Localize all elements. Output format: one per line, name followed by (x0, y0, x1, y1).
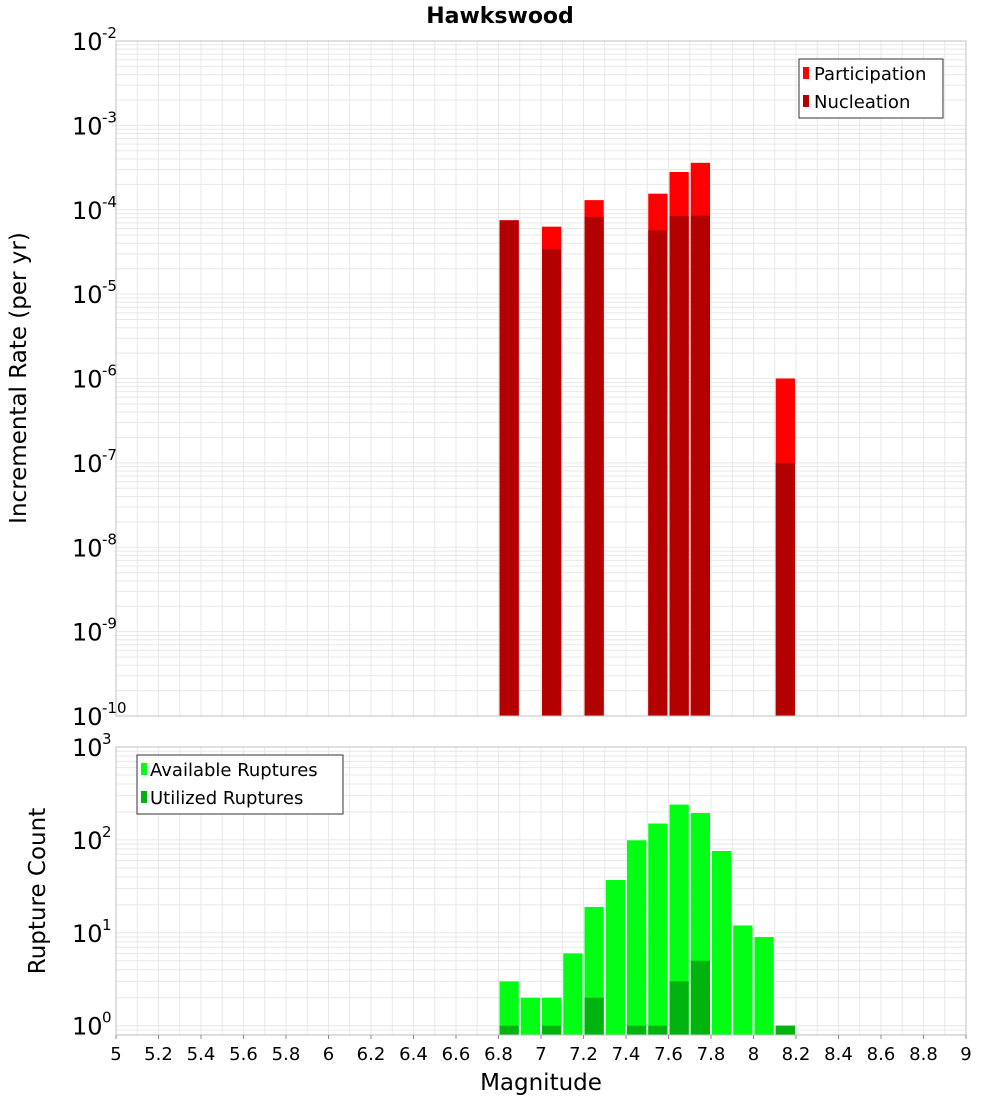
top-y-tick-exponent: -5 (102, 277, 117, 295)
bar-utilized (627, 1025, 647, 1035)
bar-available (733, 925, 753, 1035)
x-tick-label: 8 (748, 1044, 759, 1065)
x-tick-label: 5 (110, 1044, 121, 1065)
bar-available (648, 823, 668, 1035)
top-y-tick-label: 10 (72, 619, 103, 647)
top-y-tick-label: 10 (72, 197, 103, 225)
bar-utilized (584, 997, 604, 1035)
bottom-bars (499, 804, 795, 1035)
bottom-y-tick-exponent: 2 (102, 823, 112, 841)
legend-swatch-utilized (141, 791, 147, 803)
legend-swatch-participation (803, 67, 809, 79)
x-tick-label: 7.4 (612, 1044, 641, 1065)
top-y-tick-label: 10 (72, 366, 103, 394)
top-plot-frame (115, 40, 967, 717)
top-y-tick-exponent: -7 (102, 446, 117, 464)
x-axis-label: Magnitude (480, 1070, 602, 1096)
top-y-tick-label: 10 (72, 28, 103, 56)
bottom-y-tick-exponent: 3 (102, 730, 112, 748)
bar-nucleation (690, 215, 710, 717)
bar-available (563, 953, 583, 1035)
bar-available (542, 997, 562, 1035)
x-tick-label: 8.2 (782, 1044, 811, 1065)
legend-label-utilized: Utilized Ruptures (150, 788, 303, 809)
legend-swatch-nucleation (803, 95, 809, 107)
x-tick-label: 8.8 (909, 1044, 938, 1065)
bar-utilized (690, 960, 710, 1035)
bar-nucleation (669, 216, 689, 717)
x-tick-label: 7.8 (697, 1044, 726, 1065)
legend-label-nucleation: Nucleation (814, 92, 910, 113)
bottom-y-tick-exponent: 1 (102, 916, 112, 934)
bar-nucleation (584, 217, 604, 716)
top-y-tick-label: 10 (72, 112, 103, 140)
x-tick-label: 5.4 (187, 1044, 216, 1065)
top-y-tick-label: 10 (72, 703, 103, 731)
bar-available (520, 997, 540, 1035)
bar-available (712, 850, 732, 1035)
top-y-tick-exponent: -2 (102, 24, 117, 42)
bottom-y-tick-exponent: 0 (102, 1009, 112, 1027)
top-y-tick-exponent: -9 (102, 615, 117, 633)
bar-nucleation (775, 462, 795, 716)
chart-title: Hawkswood (426, 4, 574, 29)
bar-utilized (542, 1025, 562, 1035)
x-tick-label: 7.2 (569, 1044, 598, 1065)
bottom-y-tick-label: 10 (72, 1013, 103, 1041)
x-tick-label: 5.2 (144, 1044, 173, 1065)
bar-available (627, 840, 647, 1035)
top-y-tick-label: 10 (72, 534, 103, 562)
top-plot: 10-210-310-410-510-610-710-810-910-10 In… (6, 24, 967, 731)
x-tick-label: 9 (960, 1044, 971, 1065)
bar-utilized (669, 981, 689, 1035)
x-tick-label: 6.6 (442, 1044, 471, 1065)
bar-nucleation (542, 249, 562, 716)
top-y-tick-label: 10 (72, 281, 103, 309)
bottom-y-tick-label: 10 (72, 734, 103, 762)
x-tick-label: 6 (323, 1044, 334, 1065)
top-grid (115, 41, 967, 717)
top-y-tick-exponent: -6 (102, 362, 117, 380)
x-tick-label: 8.4 (824, 1044, 853, 1065)
top-y-tick-exponent: -10 (102, 699, 127, 717)
bottom-y-tick-label: 10 (72, 920, 103, 948)
bar-nucleation (648, 230, 668, 716)
x-tick-label: 7.6 (654, 1044, 683, 1065)
bar-available (605, 880, 625, 1035)
x-ticks: 5 5.2 5.4 5.6 5.8 6 6.2 6.4 6.6 6.8 7 7.2 7.4 7.6 7.8 8… (110, 1035, 972, 1065)
legend-label-available: Available Ruptures (150, 760, 318, 781)
bottom-y-axis-label: Rupture Count (25, 808, 51, 974)
x-tick-label: 5.6 (229, 1044, 258, 1065)
top-y-tick-exponent: -8 (102, 530, 117, 548)
top-legend-box (798, 58, 944, 119)
top-bars (499, 162, 795, 717)
x-tick-label: 6.8 (484, 1044, 513, 1065)
x-tick-label: 6.2 (357, 1044, 386, 1065)
top-y-tick-label: 10 (72, 450, 103, 478)
top-y-tick-exponent: -3 (102, 108, 117, 126)
x-tick-label: 6.4 (399, 1044, 428, 1065)
bar-available (754, 937, 774, 1035)
x-tick-label: 7 (535, 1044, 546, 1065)
legend-label-participation: Participation (814, 64, 926, 85)
bar-utilized (775, 1025, 795, 1035)
x-tick-label: 5.8 (272, 1044, 301, 1065)
top-y-ticks: 10-210-310-410-510-610-710-810-910-10 (72, 24, 127, 731)
bottom-y-tick-label: 10 (72, 827, 103, 855)
x-tick-label: 8.6 (867, 1044, 896, 1065)
bar-available (499, 981, 519, 1035)
top-y-tick-exponent: -4 (102, 193, 117, 211)
top-legend: Participation Nucleation (798, 58, 944, 119)
bar-utilized (499, 1025, 519, 1035)
bar-utilized (648, 1025, 668, 1035)
top-y-axis-label: Incremental Rate (per yr) (6, 232, 32, 524)
legend-swatch-available (141, 763, 147, 775)
bottom-legend-box (136, 754, 344, 815)
bar-available (669, 804, 689, 1035)
bottom-legend: Available Ruptures Utilized Ruptures (136, 754, 344, 815)
bar-nucleation (499, 220, 519, 717)
